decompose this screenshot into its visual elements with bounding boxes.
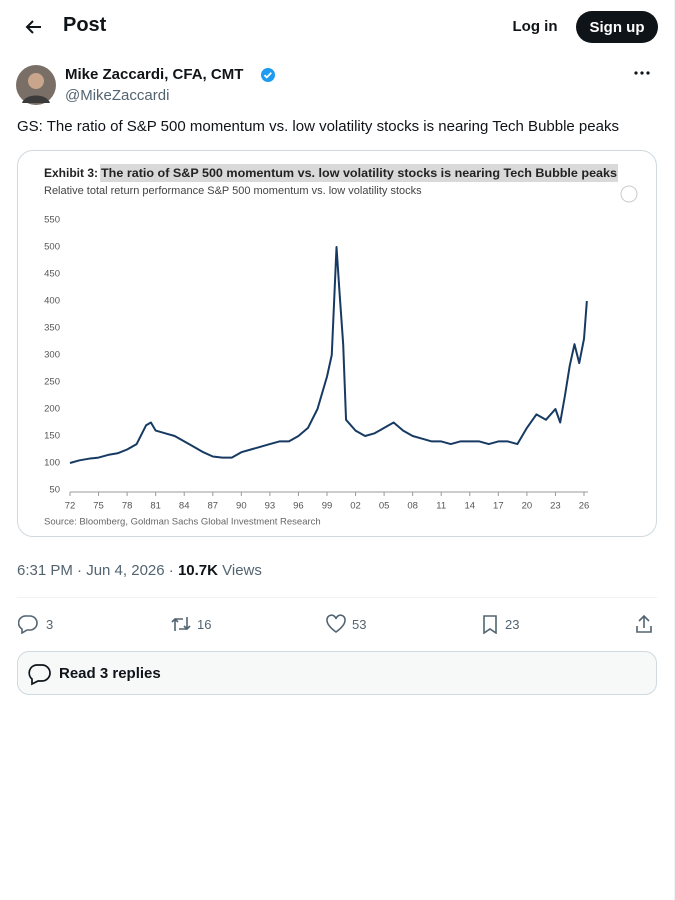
- post-time[interactable]: 6:31 PM · Jun 4, 2026 ·: [17, 562, 174, 579]
- info-icon[interactable]: [620, 185, 638, 203]
- author-handle[interactable]: @MikeZaccardi: [65, 87, 170, 104]
- chart-title: The ratio of S&P 500 momentum vs. low vo…: [101, 166, 617, 180]
- x-tick-label: 05: [379, 501, 390, 512]
- read-replies-label: Read 3 replies: [59, 665, 161, 682]
- views-label: Views: [222, 562, 262, 579]
- title-highlight: [100, 164, 619, 182]
- y-tick-label: 50: [49, 485, 60, 496]
- author-name[interactable]: Mike Zaccardi, CFA, CMT: [65, 66, 244, 83]
- bookmark-button[interactable]: [481, 614, 499, 634]
- reply-button[interactable]: [18, 614, 38, 634]
- like-count: 53: [352, 617, 367, 632]
- x-tick-label: 72: [65, 501, 76, 512]
- y-tick-label: 400: [44, 296, 60, 307]
- x-tick-label: 26: [579, 501, 590, 512]
- x-tick-label: 93: [265, 501, 276, 512]
- read-replies-button[interactable]: Read 3 replies: [17, 651, 657, 695]
- post-text: GS: The ratio of S&P 500 momentum vs. lo…: [17, 118, 619, 135]
- divider: [17, 597, 657, 598]
- back-button[interactable]: [24, 17, 44, 37]
- y-tick-label: 550: [44, 215, 60, 226]
- bookmark-count: 23: [505, 617, 520, 632]
- page-title: Post: [63, 14, 107, 36]
- avatar[interactable]: [16, 65, 56, 105]
- x-tick-label: 23: [550, 501, 561, 512]
- y-tick-label: 200: [44, 404, 60, 415]
- verified-badge: [261, 68, 275, 82]
- x-tick-label: 99: [322, 501, 333, 512]
- x-tick-label: 08: [407, 501, 418, 512]
- signup-button[interactable]: Sign up: [576, 11, 658, 43]
- chart-label: Exhibit 3:: [44, 166, 98, 180]
- more-button[interactable]: [632, 66, 652, 80]
- reply-count: 3: [46, 617, 54, 632]
- y-tick-label: 150: [44, 431, 60, 442]
- x-tick-label: 75: [93, 501, 104, 512]
- data-line: [69, 246, 588, 464]
- replies-icon: [28, 664, 51, 686]
- y-tick-label: 500: [44, 242, 60, 253]
- x-tick-label: 02: [350, 501, 361, 512]
- x-tick-label: 81: [150, 501, 161, 512]
- chart-source: Source: Bloomberg, Goldman Sachs Global …: [44, 517, 321, 528]
- y-tick-label: 300: [44, 350, 60, 361]
- like-button[interactable]: [325, 614, 347, 634]
- repost-button[interactable]: [170, 614, 192, 634]
- media-card[interactable]: Exhibit 3: The ratio of S&P 500 momentum…: [17, 150, 657, 537]
- x-tick-label: 78: [122, 501, 133, 512]
- x-tick-label: 90: [236, 501, 247, 512]
- x-tick-label: 96: [293, 501, 304, 512]
- y-tick-label: 450: [44, 269, 60, 280]
- share-button[interactable]: [634, 614, 654, 634]
- chart: Exhibit 3: The ratio of S&P 500 momentum…: [44, 164, 638, 528]
- x-tick-label: 20: [522, 501, 533, 512]
- y-tick-label: 100: [44, 458, 60, 469]
- x-tick-label: 11: [436, 501, 446, 512]
- post-meta: 6:31 PM · Jun 4, 2026 · 10.7K Views: [17, 562, 262, 579]
- chart-subtitle: Relative total return performance S&P 50…: [44, 185, 422, 197]
- x-tick-label: 84: [179, 501, 190, 512]
- repost-count: 16: [197, 617, 212, 632]
- x-tick-label: 17: [493, 501, 504, 512]
- login-button[interactable]: Log in: [512, 18, 558, 35]
- y-tick-label: 350: [44, 323, 60, 334]
- x-tick-label: 14: [464, 501, 475, 512]
- x-tick-label: 87: [207, 501, 218, 512]
- y-tick-label: 250: [44, 377, 60, 388]
- view-count: 10.7K: [177, 562, 218, 579]
